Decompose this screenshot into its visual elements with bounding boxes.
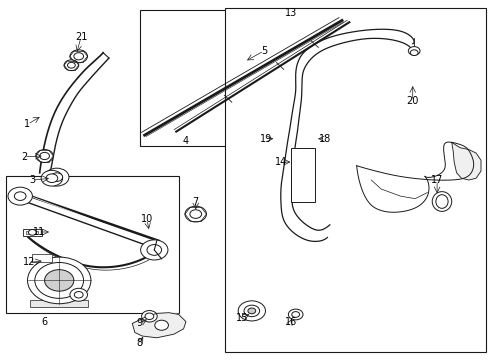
Circle shape [238,301,265,321]
Bar [22,229,42,235]
Text: 1: 1 [24,120,31,129]
Circle shape [141,240,167,260]
Circle shape [44,270,74,291]
Circle shape [184,206,206,222]
Text: 3: 3 [29,175,35,185]
Circle shape [142,311,157,322]
Circle shape [8,187,32,205]
Circle shape [288,309,303,320]
Circle shape [35,262,83,298]
Circle shape [28,229,36,235]
Text: 10: 10 [141,215,153,224]
Circle shape [40,152,49,159]
Bar [26,230,38,234]
Circle shape [409,50,417,55]
Circle shape [74,53,83,60]
Circle shape [247,308,255,314]
Circle shape [64,60,79,71]
Circle shape [189,210,201,219]
Bar [30,300,88,307]
Circle shape [291,312,299,318]
Circle shape [407,46,419,55]
Text: 4: 4 [183,136,189,145]
Text: 7: 7 [192,197,199,207]
Text: 9: 9 [136,319,142,328]
Bar [32,253,52,262]
Circle shape [27,257,91,304]
Circle shape [44,168,69,186]
Bar [290,148,315,202]
Circle shape [74,292,83,298]
Text: 19: 19 [260,134,272,144]
Circle shape [51,173,62,181]
Circle shape [46,174,58,183]
Polygon shape [132,313,185,338]
Circle shape [70,50,87,63]
Circle shape [155,320,168,330]
Text: 15: 15 [235,313,248,323]
Bar [140,10,353,146]
Ellipse shape [435,195,447,208]
Polygon shape [451,142,480,180]
Text: 11: 11 [33,227,45,237]
Text: 12: 12 [23,257,35,267]
Text: 13: 13 [284,8,296,18]
Text: 21: 21 [75,32,87,41]
Text: 16: 16 [284,317,296,327]
Text: 5: 5 [260,46,266,56]
Text: 20: 20 [406,96,418,106]
Circle shape [244,305,259,317]
Bar [5,176,178,313]
Text: 2: 2 [21,152,27,162]
Text: 18: 18 [318,134,330,144]
Circle shape [70,288,87,301]
Bar [224,8,485,352]
Ellipse shape [431,192,451,211]
Text: 6: 6 [41,317,47,327]
Text: 17: 17 [430,175,443,185]
Circle shape [36,149,53,162]
Text: 14: 14 [274,157,286,167]
Circle shape [14,192,26,201]
Circle shape [41,170,62,186]
Circle shape [147,244,161,255]
Circle shape [67,62,75,68]
Circle shape [145,313,154,319]
Text: 8: 8 [136,338,142,348]
